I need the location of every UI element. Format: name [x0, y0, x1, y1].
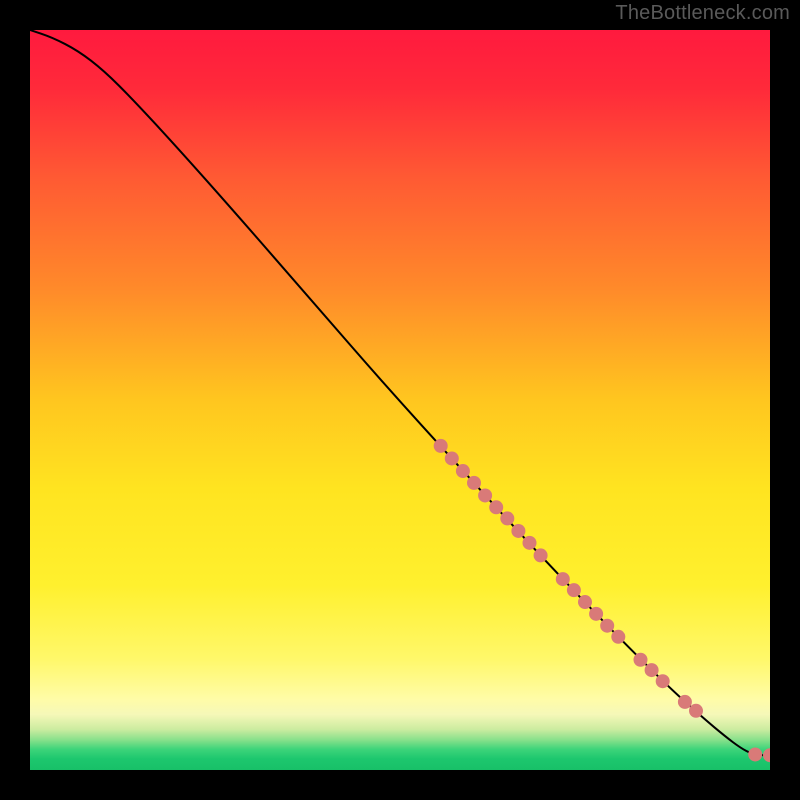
chart-frame: TheBottleneck.com — [0, 0, 800, 800]
bottleneck-chart — [30, 30, 770, 770]
scatter-point — [467, 476, 481, 490]
scatter-point — [567, 583, 581, 597]
scatter-point — [456, 464, 470, 478]
scatter-point — [489, 500, 503, 514]
scatter-point — [556, 572, 570, 586]
scatter-point — [600, 619, 614, 633]
scatter-point — [689, 704, 703, 718]
scatter-point — [611, 630, 625, 644]
scatter-point — [678, 695, 692, 709]
scatter-point — [578, 595, 592, 609]
scatter-point — [445, 451, 459, 465]
scatter-point — [478, 488, 492, 502]
scatter-point — [523, 536, 537, 550]
watermark-text: TheBottleneck.com — [615, 2, 790, 25]
scatter-point — [634, 653, 648, 667]
scatter-point — [656, 674, 670, 688]
scatter-point — [645, 663, 659, 677]
scatter-point — [589, 607, 603, 621]
scatter-point — [748, 747, 762, 761]
scatter-point — [511, 524, 525, 538]
scatter-point — [534, 548, 548, 562]
scatter-point — [434, 439, 448, 453]
scatter-point — [500, 511, 514, 525]
